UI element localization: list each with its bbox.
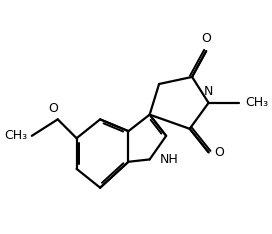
Text: O: O	[201, 32, 211, 45]
Text: N: N	[204, 85, 213, 98]
Text: CH₃: CH₃	[4, 129, 27, 142]
Text: CH₃: CH₃	[245, 96, 268, 109]
Text: O: O	[214, 146, 224, 159]
Text: NH: NH	[160, 153, 179, 166]
Text: O: O	[48, 102, 58, 115]
